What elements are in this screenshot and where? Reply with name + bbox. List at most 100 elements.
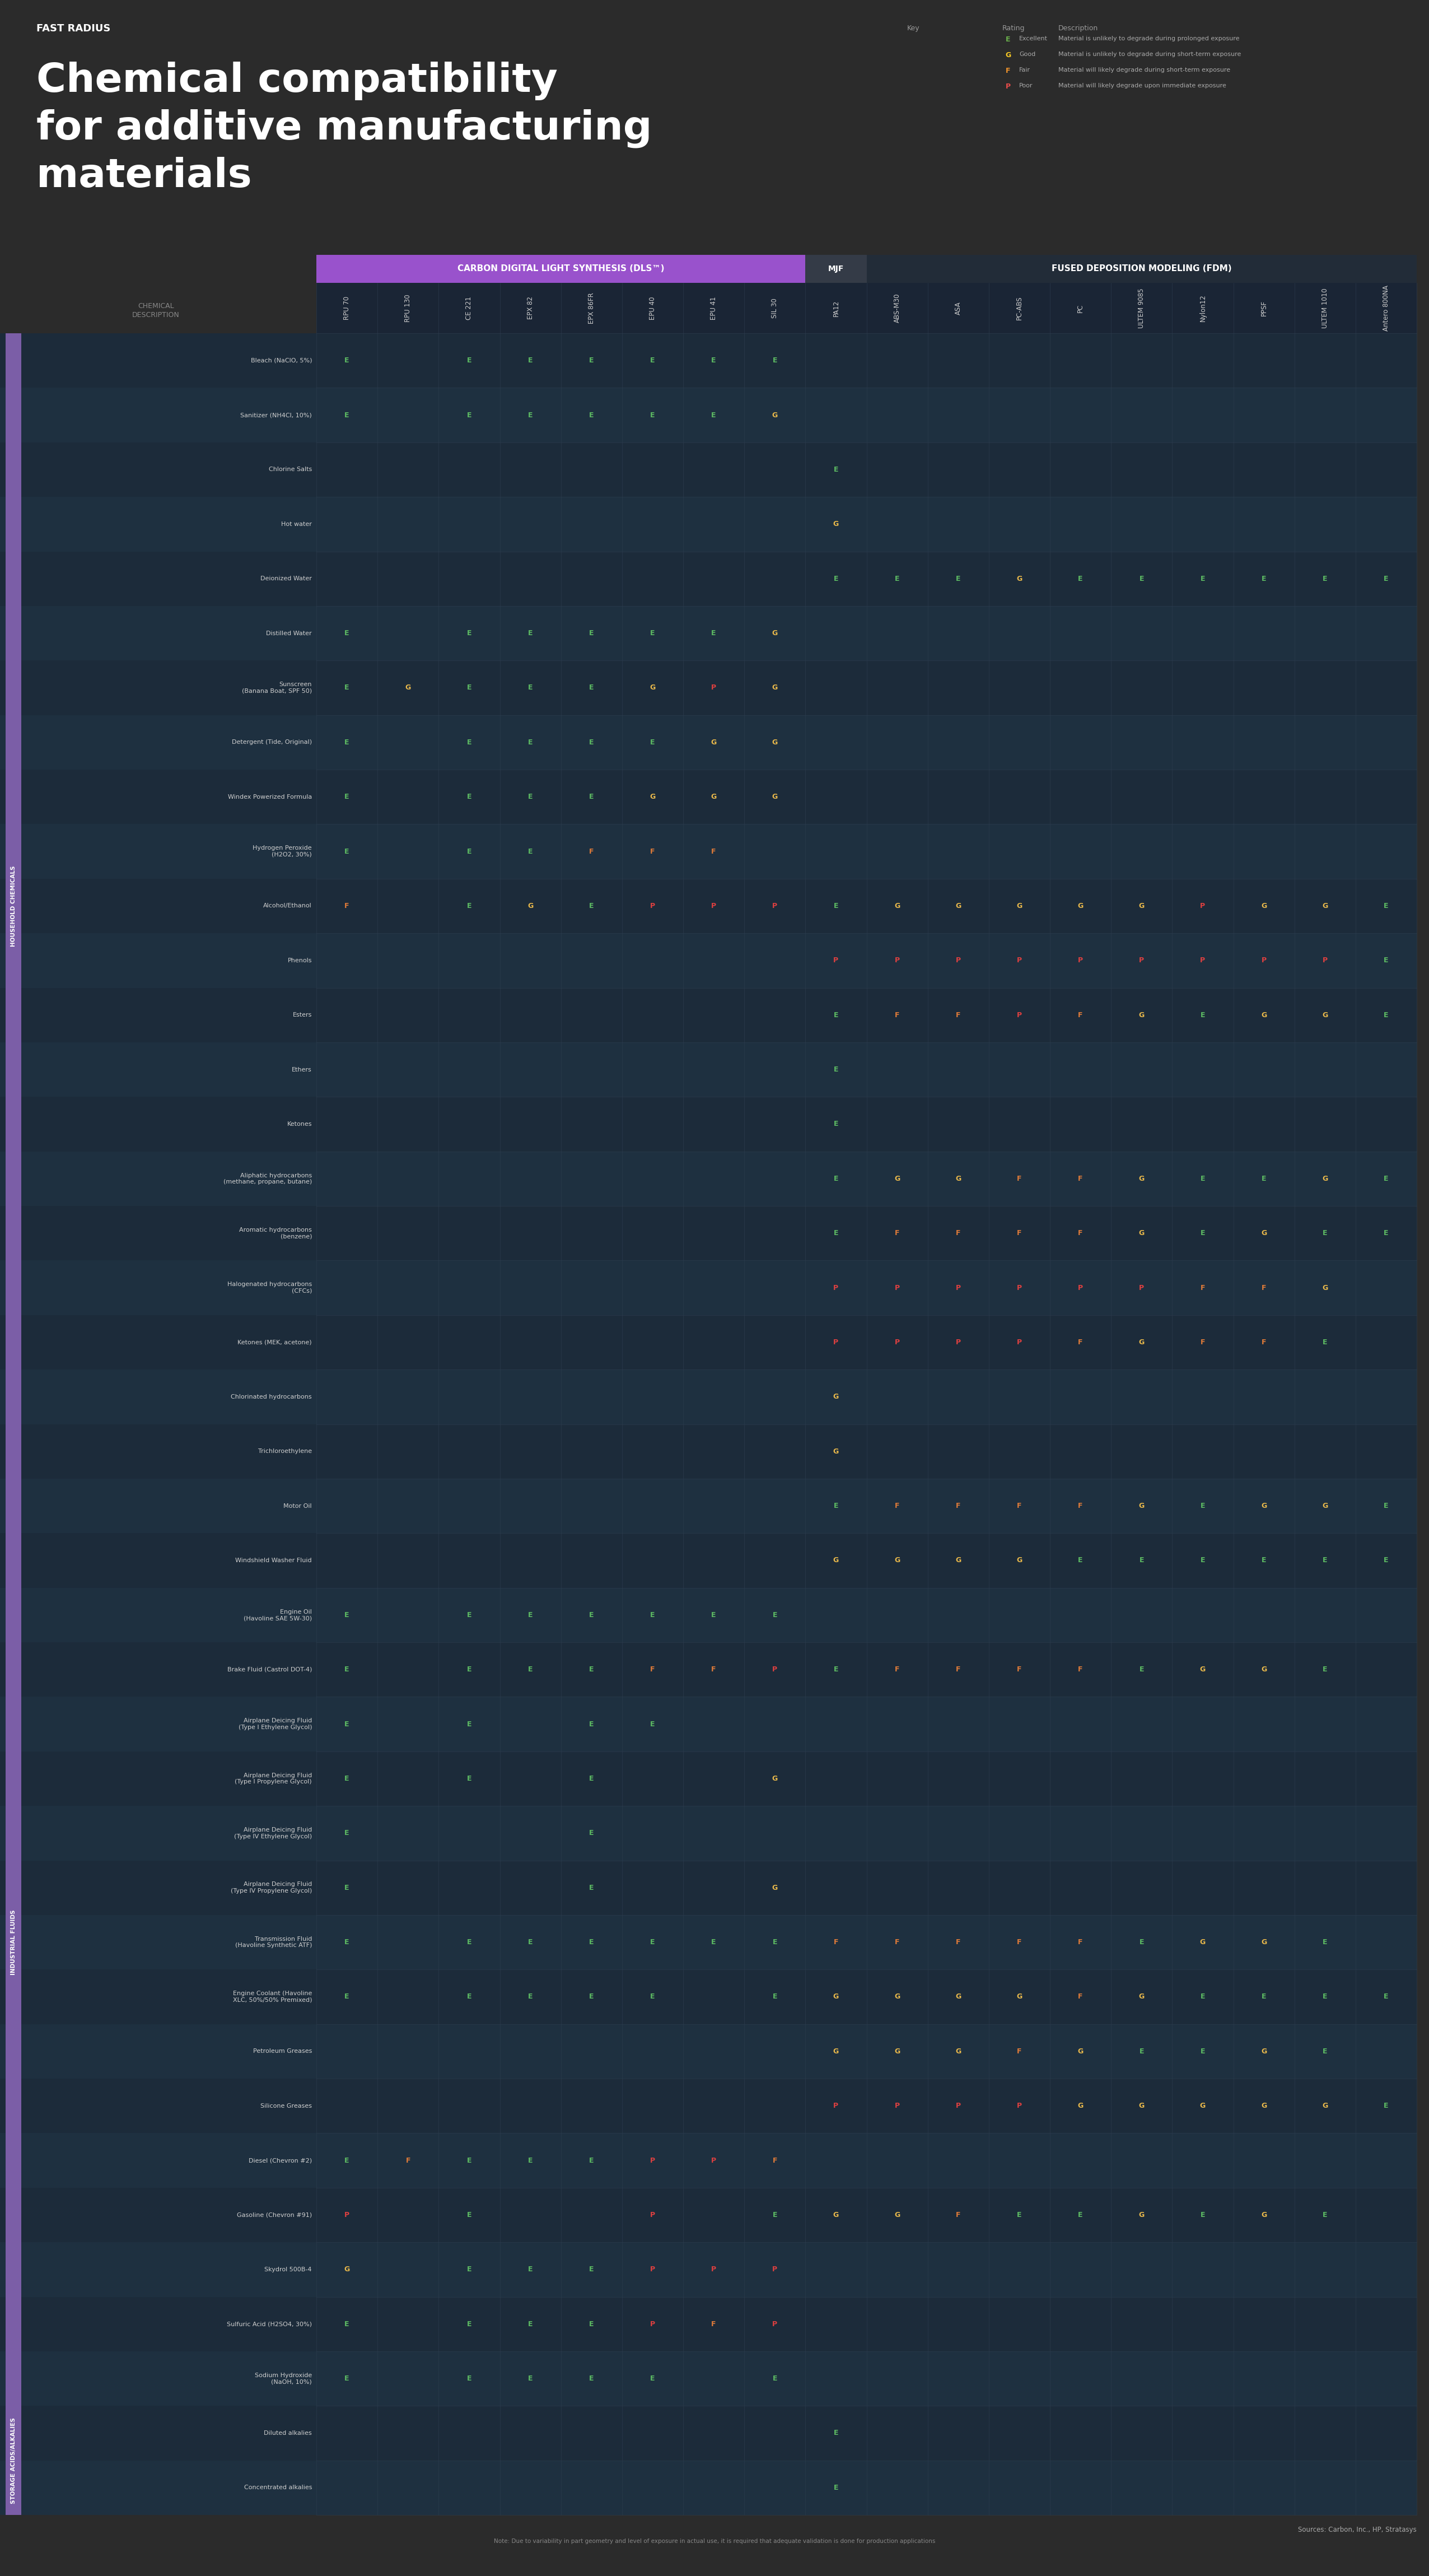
Text: G: G [1322,1502,1328,1510]
Text: Chlorinated hydrocarbons: Chlorinated hydrocarbons [231,1394,312,1399]
Text: Diesel (Chevron #2): Diesel (Chevron #2) [249,2159,312,2164]
Text: E: E [467,685,472,690]
Text: F: F [956,2210,960,2218]
Text: F: F [1017,1667,1022,1674]
Text: E: E [650,412,654,420]
Text: E: E [1200,1556,1205,1564]
Text: Engine Coolant (Havoline
XLC, 50%/50% Premixed): Engine Coolant (Havoline XLC, 50%/50% Pr… [233,1991,312,2004]
Text: E: E [773,2210,777,2218]
Text: P: P [895,2102,900,2110]
Text: E: E [467,793,472,801]
Text: P: P [1077,956,1083,963]
Text: G: G [650,685,656,690]
Text: Sunscreen
(Banana Boat, SPF 50): Sunscreen (Banana Boat, SPF 50) [242,683,312,693]
Text: ABS-M30: ABS-M30 [893,294,900,322]
Text: Material is unlikely to degrade during prolonged exposure: Material is unlikely to degrade during p… [1059,36,1239,41]
Text: E: E [1383,2102,1389,2110]
Text: P: P [650,2267,654,2272]
Text: F: F [1017,2048,1022,2056]
Text: E: E [712,1613,716,1618]
Bar [0,933,1416,987]
Bar [316,283,1416,332]
Text: E: E [833,1066,839,1074]
Text: E: E [650,1994,654,2002]
Text: E: E [833,1502,839,1510]
Text: Brake Fluid (Castrol DOT-4): Brake Fluid (Castrol DOT-4) [227,1667,312,1672]
Text: E: E [467,2375,472,2383]
Text: G: G [1077,2102,1083,2110]
Text: E: E [467,1940,472,1945]
Text: G: G [1322,1175,1328,1182]
Text: G: G [833,2048,839,2056]
Text: G: G [956,1556,962,1564]
Text: P: P [833,1283,839,1291]
Bar [6,1479,21,2406]
Bar [0,1806,1416,1860]
Text: F: F [406,2156,410,2164]
Text: F: F [956,1012,960,1018]
Text: E: E [650,1721,654,1728]
Text: F: F [650,1667,654,1674]
Text: E: E [1139,1667,1145,1674]
Text: E: E [650,2375,654,2383]
Text: FAST RADIUS: FAST RADIUS [36,23,110,33]
Text: Petroleum Greases: Petroleum Greases [253,2048,312,2053]
Text: P: P [956,1283,960,1291]
Text: E: E [1383,574,1389,582]
Text: E: E [833,1121,839,1128]
Text: RPU 130: RPU 130 [404,294,412,322]
Text: E: E [589,1613,594,1618]
Text: Material will likely degrade upon immediate exposure: Material will likely degrade upon immedi… [1059,82,1226,88]
Text: Gasoline (Chevron #91): Gasoline (Chevron #91) [237,2213,312,2218]
Text: E: E [1262,574,1266,582]
Text: EPU 40: EPU 40 [649,296,656,319]
Text: Detergent (Tide, Original): Detergent (Tide, Original) [231,739,312,744]
Text: F: F [1262,1283,1266,1291]
Text: G: G [1139,1229,1145,1236]
Text: E: E [1323,2048,1328,2056]
Text: F: F [1077,1667,1083,1674]
Text: E: E [344,1829,349,1837]
Text: E: E [833,902,839,909]
Text: E: E [1323,1556,1328,1564]
Text: P: P [833,2102,839,2110]
Text: E: E [956,574,960,582]
Text: F: F [895,1502,899,1510]
Text: Material will likely degrade during short-term exposure: Material will likely degrade during shor… [1059,67,1230,72]
Text: PA12: PA12 [832,299,840,317]
Text: E: E [344,1994,349,2002]
Text: E: E [1383,956,1389,963]
Text: P: P [712,2267,716,2272]
Text: G: G [895,2048,900,2056]
Text: E: E [467,2321,472,2329]
Text: Esters: Esters [293,1012,312,1018]
Text: G: G [1260,1229,1266,1236]
Bar [0,551,1416,605]
Bar [0,1587,1416,1643]
Text: E: E [344,848,349,855]
Text: E: E [1139,1556,1145,1564]
Bar [0,824,1416,878]
Text: F: F [589,848,594,855]
Text: E: E [833,1229,839,1236]
Text: Phenols: Phenols [287,958,312,963]
Text: F: F [1006,67,1010,75]
Text: E: E [1383,1556,1389,1564]
Bar [0,1698,1416,1752]
Text: F: F [1200,1340,1205,1345]
Text: E: E [527,358,533,363]
Text: E: E [344,1721,349,1728]
Text: F: F [1017,1175,1022,1182]
Text: G: G [1260,2102,1266,2110]
Text: CE 221: CE 221 [466,296,473,319]
Text: E: E [344,1775,349,1783]
Text: P: P [1077,1283,1083,1291]
Text: E: E [344,358,349,363]
Text: G: G [1077,2048,1083,2056]
Text: E: E [589,1775,594,1783]
Text: F: F [1077,1229,1083,1236]
Bar [0,1914,1416,1971]
Text: E: E [344,2321,349,2329]
Text: Airplane Deicing Fluid
(Type IV Propylene Glycol): Airplane Deicing Fluid (Type IV Propylen… [230,1880,312,1893]
Text: P: P [1017,1340,1022,1345]
